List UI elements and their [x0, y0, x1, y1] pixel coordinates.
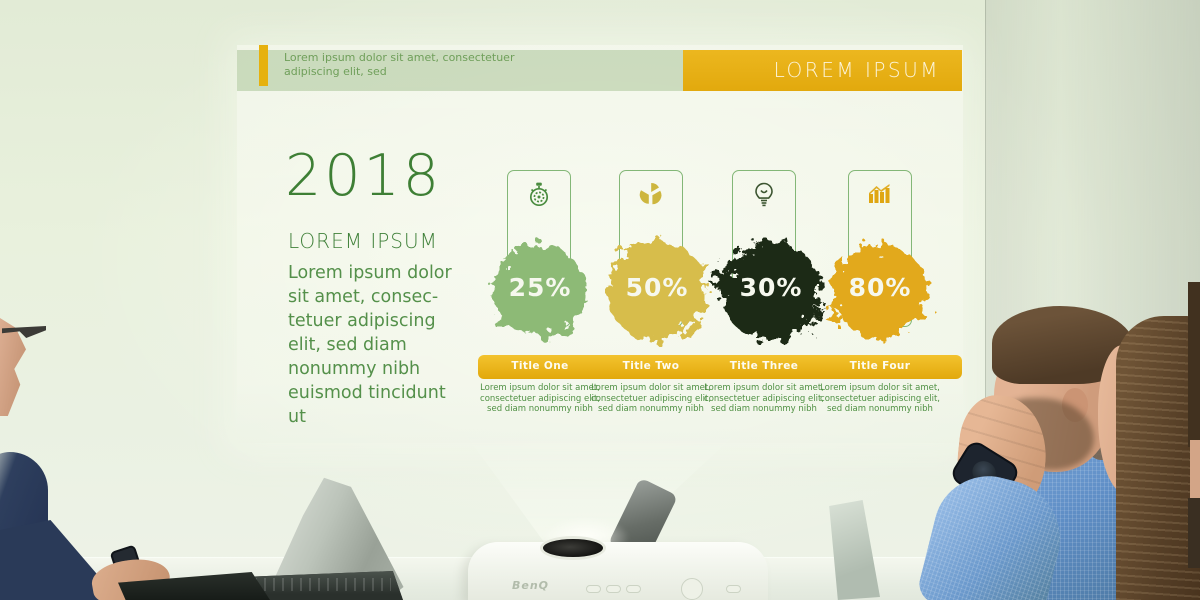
column-title-1: Title One — [511, 360, 569, 372]
percent-circle-2 — [607, 241, 708, 341]
benq-projector: BenQ — [468, 536, 768, 600]
bar-chart-icon — [869, 184, 890, 203]
edge-person-hair — [1188, 282, 1200, 447]
pie-chart-icon — [639, 183, 662, 205]
slide-section-title: LOREM IPSUM — [288, 229, 438, 253]
column-desc-3: Lorem ipsum dolor sit amet, consectetuer… — [704, 383, 824, 414]
column-desc-4: Lorem ipsum dolor sit amet, consectetuer… — [820, 383, 940, 414]
percent-value-3: 30% — [739, 273, 803, 302]
projector-control-buttons — [586, 578, 746, 600]
percent-value-1: 25% — [508, 273, 572, 302]
header-accent-strip — [259, 45, 268, 86]
stopwatch-icon — [529, 182, 549, 207]
edge-person-shoulder — [1188, 498, 1200, 568]
slide-year: 2018 — [285, 143, 443, 209]
column-desc-2: Lorem ipsum dolor sit amet, consectetuer… — [591, 383, 711, 414]
percent-value-4: 80% — [848, 273, 912, 302]
percent-circle-3 — [711, 241, 827, 341]
column-title-4: Title Four — [849, 360, 911, 372]
column-title-2: Title Two — [622, 360, 680, 372]
projected-slide: Lorem ipsum dolor sit amet, consectetuer… — [237, 45, 963, 443]
header-subtitle: Lorem ipsum dolor sit amet, consectetuer… — [284, 51, 515, 78]
edge-person-face — [1190, 440, 1200, 502]
column-title-bar: Title One Title Two Title Three Title Fo… — [478, 355, 962, 379]
column-title-3: Title Three — [729, 360, 799, 372]
benq-logo: BenQ — [512, 579, 550, 592]
percent-value-2: 50% — [625, 273, 689, 302]
column-desc-1: Lorem ipsum dolor sit amet, consectetuer… — [480, 383, 600, 414]
slide-header-bar — [237, 50, 683, 91]
projector-lens — [540, 536, 606, 560]
percent-circle-1 — [493, 245, 586, 337]
percent-circle-4 — [825, 244, 927, 338]
header-banner: LOREM IPSUM — [683, 50, 962, 91]
lightbulb-icon — [755, 182, 773, 207]
slide-section-paragraph: Lorem ipsum dolor sit amet, consec- tetu… — [288, 263, 452, 427]
projector-dpad — [681, 578, 703, 600]
woman-hair — [1116, 316, 1200, 600]
